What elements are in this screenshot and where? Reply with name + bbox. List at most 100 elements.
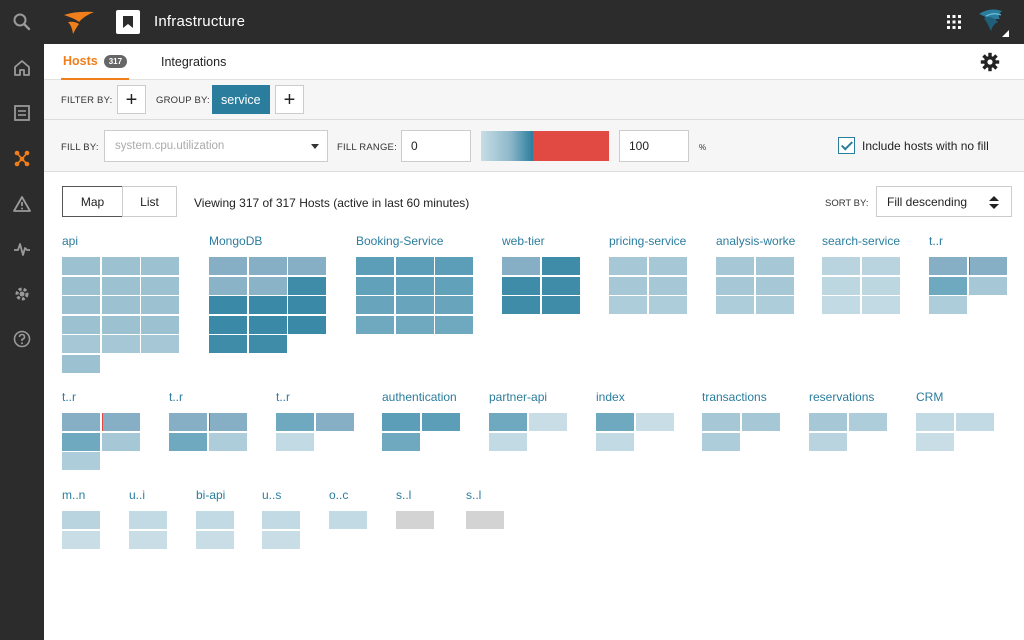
host-tile[interactable] xyxy=(929,296,967,314)
host-tile[interactable] xyxy=(435,296,473,314)
host-tile[interactable] xyxy=(541,276,580,295)
host-tile[interactable] xyxy=(248,296,287,314)
gear-icon[interactable] xyxy=(980,52,1000,72)
host-tile[interactable] xyxy=(596,413,634,431)
host-tile[interactable] xyxy=(208,413,247,431)
host-tile[interactable] xyxy=(502,276,540,295)
host-group-name[interactable]: u..i xyxy=(129,488,146,502)
host-tile[interactable] xyxy=(395,315,434,334)
host-tile[interactable] xyxy=(596,432,634,451)
include-no-fill-checkbox[interactable] xyxy=(838,137,855,154)
host-tile[interactable] xyxy=(502,296,540,314)
host-tile[interactable] xyxy=(716,257,754,275)
fill-range-max-input[interactable]: 100 xyxy=(619,130,689,162)
fill-range-min-input[interactable]: 0 xyxy=(401,130,471,162)
host-tile[interactable] xyxy=(955,413,994,431)
host-tile[interactable] xyxy=(755,257,794,275)
host-tile[interactable] xyxy=(288,276,326,295)
host-tile[interactable] xyxy=(421,413,460,431)
host-tile[interactable] xyxy=(609,257,647,275)
host-tile[interactable] xyxy=(356,257,394,275)
host-tile[interactable] xyxy=(141,257,179,275)
host-tile[interactable] xyxy=(466,511,504,529)
solarwinds-logo-icon[interactable] xyxy=(62,9,96,35)
host-tile[interactable] xyxy=(196,530,234,549)
sort-select[interactable]: Fill descending xyxy=(876,186,1012,217)
host-tile[interactable] xyxy=(101,257,140,275)
host-group-name[interactable]: web-tier xyxy=(502,234,545,248)
host-tile[interactable] xyxy=(262,530,300,549)
host-tile[interactable] xyxy=(141,335,179,353)
host-tile[interactable] xyxy=(101,315,140,334)
host-tile[interactable] xyxy=(129,530,167,549)
host-tile[interactable] xyxy=(702,432,740,451)
host-tile[interactable] xyxy=(648,276,687,295)
host-tile[interactable] xyxy=(209,257,247,275)
host-tile[interactable] xyxy=(648,257,687,275)
host-tile[interactable] xyxy=(209,335,247,353)
host-group-name[interactable]: t..r xyxy=(929,234,943,248)
host-group-name[interactable]: reservations xyxy=(809,390,875,404)
host-tile[interactable] xyxy=(435,257,473,275)
host-tile[interactable] xyxy=(716,296,754,314)
host-group-name[interactable]: api xyxy=(62,234,79,248)
host-tile[interactable] xyxy=(502,257,540,275)
host-group-name[interactable]: transactions xyxy=(702,390,767,404)
tab-hosts[interactable]: Hosts 317 xyxy=(61,44,130,80)
host-tile[interactable] xyxy=(609,296,647,314)
host-tile[interactable] xyxy=(635,413,674,431)
host-tile[interactable] xyxy=(396,511,434,529)
host-tile[interactable] xyxy=(968,257,1007,275)
host-tile[interactable] xyxy=(209,276,247,295)
host-tile[interactable] xyxy=(209,296,247,314)
host-group-name[interactable]: u..s xyxy=(262,488,282,502)
host-group-name[interactable]: index xyxy=(596,390,625,404)
host-group-name[interactable]: search-service xyxy=(822,234,901,248)
host-tile[interactable] xyxy=(208,432,247,451)
host-tile[interactable] xyxy=(169,432,207,451)
host-tile[interactable] xyxy=(809,432,847,451)
host-group-name[interactable]: partner-api xyxy=(489,390,548,404)
tab-integrations[interactable]: Integrations xyxy=(161,55,227,69)
host-group-name[interactable]: bi-api xyxy=(196,488,226,502)
host-tile[interactable] xyxy=(288,315,326,334)
host-tile[interactable] xyxy=(101,296,140,314)
host-tile[interactable] xyxy=(62,257,100,275)
list-view-button[interactable]: List xyxy=(122,186,177,217)
host-tile[interactable] xyxy=(435,276,473,295)
host-tile[interactable] xyxy=(248,276,287,295)
host-tile[interactable] xyxy=(356,296,394,314)
host-tile[interactable] xyxy=(209,315,247,334)
host-group-name[interactable]: MongoDB xyxy=(209,234,263,248)
host-tile[interactable] xyxy=(62,276,100,295)
host-tile[interactable] xyxy=(382,413,420,431)
host-tile[interactable] xyxy=(62,452,100,470)
host-tile[interactable] xyxy=(489,413,527,431)
host-tile[interactable] xyxy=(62,413,100,431)
host-tile[interactable] xyxy=(916,413,954,431)
host-tile[interactable] xyxy=(62,511,100,529)
host-tile[interactable] xyxy=(356,315,394,334)
host-tile[interactable] xyxy=(809,413,847,431)
search-icon[interactable] xyxy=(0,4,44,40)
host-tile[interactable] xyxy=(169,413,207,431)
host-tile[interactable] xyxy=(276,413,314,431)
home-icon[interactable] xyxy=(0,50,44,86)
host-tile[interactable] xyxy=(262,511,300,529)
host-tile[interactable] xyxy=(101,335,140,353)
metrics-icon[interactable] xyxy=(0,231,44,267)
host-tile[interactable] xyxy=(861,296,900,314)
host-group-name[interactable]: t..r xyxy=(62,390,76,404)
host-tile[interactable] xyxy=(541,257,580,275)
infrastructure-icon[interactable] xyxy=(0,140,44,176)
host-tile[interactable] xyxy=(755,276,794,295)
host-tile[interactable] xyxy=(141,315,179,334)
host-group-name[interactable]: s..l xyxy=(396,488,412,502)
host-tile[interactable] xyxy=(101,413,140,431)
host-tile[interactable] xyxy=(822,296,860,314)
host-tile[interactable] xyxy=(929,276,967,295)
apps-grid-icon[interactable] xyxy=(946,14,962,30)
settings-icon[interactable] xyxy=(0,276,44,312)
host-tile[interactable] xyxy=(395,296,434,314)
host-tile[interactable] xyxy=(716,276,754,295)
